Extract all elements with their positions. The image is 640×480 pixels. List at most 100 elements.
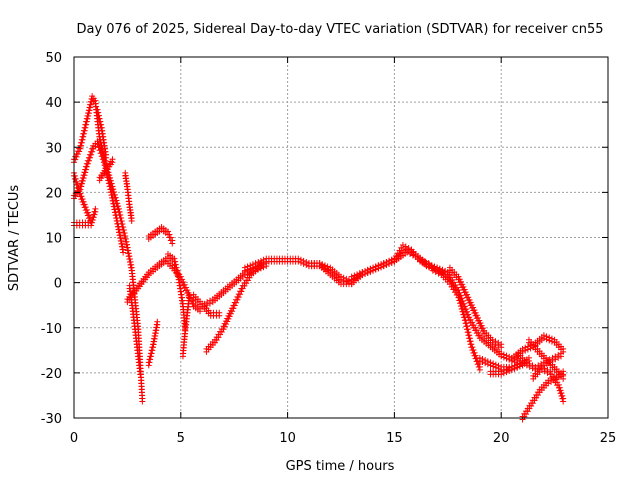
- data-point: [221, 323, 228, 330]
- data-point: [79, 136, 86, 143]
- series-track-6: [96, 156, 116, 184]
- data-point: [544, 369, 551, 376]
- data-point: [150, 341, 157, 348]
- data-point: [380, 263, 387, 270]
- data-point: [145, 362, 152, 369]
- data-point: [151, 335, 158, 342]
- data-point: [224, 318, 231, 325]
- data-point: [252, 263, 259, 270]
- data-point: [84, 160, 91, 167]
- data-point: [222, 321, 229, 328]
- data-point: [120, 249, 127, 256]
- data-point: [227, 310, 234, 317]
- data-point: [405, 248, 412, 255]
- data-point: [77, 145, 84, 152]
- data-point: [78, 139, 85, 146]
- data-point: [79, 177, 86, 184]
- data-point: [535, 365, 542, 372]
- data-point: [92, 208, 99, 215]
- y-tick-label: -10: [41, 322, 62, 337]
- data-point: [351, 275, 358, 282]
- data-point: [476, 366, 483, 373]
- data-point: [153, 327, 160, 334]
- data-point: [81, 127, 88, 134]
- data-point: [370, 267, 377, 274]
- data-point: [146, 359, 153, 366]
- data-point: [498, 371, 505, 378]
- data-point: [86, 107, 93, 114]
- series-track-5: [94, 106, 110, 161]
- series-track-13: [179, 291, 193, 360]
- data-point: [498, 344, 505, 351]
- data-point: [522, 347, 529, 354]
- data-point: [83, 166, 90, 173]
- data-point: [516, 363, 523, 370]
- data-point: [226, 313, 233, 320]
- data-point: [348, 276, 355, 283]
- data-point: [150, 344, 157, 351]
- data-point: [529, 365, 536, 372]
- x-tick-label: 25: [600, 431, 617, 446]
- data-point: [151, 338, 158, 345]
- data-point: [255, 261, 262, 268]
- series-track-10: [145, 223, 176, 247]
- data-point: [235, 294, 242, 301]
- data-point: [555, 354, 562, 361]
- data-point: [249, 264, 256, 271]
- x-tick-label: 10: [279, 431, 296, 446]
- data-point: [78, 183, 85, 190]
- data-point: [80, 130, 87, 137]
- data-point: [237, 291, 244, 298]
- data-point: [82, 124, 89, 131]
- grid-lines: [74, 57, 608, 418]
- x-tick-label: 0: [70, 431, 78, 446]
- data-point: [526, 363, 533, 370]
- series-track-27: [515, 350, 565, 373]
- data-point: [152, 330, 159, 337]
- data-point: [372, 266, 379, 273]
- series-track-20: [391, 242, 432, 270]
- data-point: [206, 300, 213, 307]
- data-point: [83, 121, 90, 128]
- data-point: [72, 156, 79, 163]
- data-point: [386, 260, 393, 267]
- data-point: [128, 217, 135, 224]
- data-point: [76, 148, 83, 155]
- data-point: [378, 264, 385, 271]
- data-point: [153, 324, 160, 331]
- data-point: [80, 175, 87, 182]
- data-point: [367, 268, 374, 275]
- series-track-1: [71, 93, 146, 405]
- data-point: [375, 265, 382, 272]
- y-tick-label: 0: [54, 277, 62, 292]
- data-point: [524, 346, 531, 353]
- y-axis-label: SDTVAR / TECUs: [7, 185, 22, 292]
- y-tick-label: -20: [41, 367, 62, 382]
- data-point: [87, 104, 94, 111]
- data-point: [560, 375, 567, 382]
- data-point: [81, 172, 88, 179]
- data-point: [73, 153, 80, 160]
- data-point: [80, 133, 87, 140]
- series-track-30: [525, 336, 567, 382]
- data-markers: [71, 93, 567, 423]
- y-tick-label: 40: [45, 96, 62, 111]
- data-point: [238, 288, 245, 295]
- data-point: [383, 261, 390, 268]
- data-point: [84, 115, 91, 122]
- data-point: [260, 259, 267, 266]
- data-point: [197, 308, 204, 315]
- data-point: [225, 315, 232, 322]
- y-tick-label: -30: [41, 412, 62, 427]
- data-point: [506, 367, 513, 374]
- chart-title: Day 076 of 2025, Sidereal Day-to-day VTE…: [76, 22, 603, 37]
- data-point: [356, 273, 363, 280]
- data-point: [233, 299, 240, 306]
- data-point: [78, 142, 85, 149]
- data-point: [514, 364, 521, 371]
- y-tick-label: 20: [45, 186, 62, 201]
- data-point: [83, 118, 90, 125]
- data-point: [247, 265, 254, 272]
- data-point: [558, 353, 565, 360]
- data-point: [87, 154, 94, 161]
